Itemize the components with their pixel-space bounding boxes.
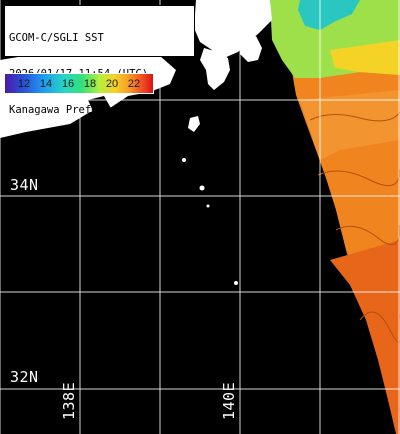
land-boso xyxy=(238,36,262,62)
land-izu-peninsula xyxy=(200,48,230,90)
header-credit: supplied by JAXA xyxy=(9,140,111,152)
header-product: GCOM-C/SGLI SST xyxy=(9,32,104,44)
land-island-oshima xyxy=(188,116,200,132)
sst-contour-line xyxy=(359,311,400,343)
land-island-small xyxy=(182,158,186,162)
land-kii-notch xyxy=(88,96,112,118)
land-honshu xyxy=(194,0,272,62)
colorbar-tick: 16 xyxy=(61,77,75,90)
land-island-small xyxy=(199,185,205,191)
header-region: Kanagawa Prefecture xyxy=(9,104,130,116)
sst-contour-line xyxy=(309,111,400,122)
sst-contour-line xyxy=(317,169,400,187)
sst-contour-line xyxy=(335,225,400,246)
lon-label-140e: 140E xyxy=(220,381,238,420)
sst-colorbar: 12 14 16 18 20 22 xyxy=(4,73,154,94)
sst-warm-band-2 xyxy=(300,90,400,160)
colorbar-tick: 12 xyxy=(17,77,31,90)
colorbar-tick: 18 xyxy=(83,77,97,90)
lon-label-138e: 138E xyxy=(60,381,78,420)
lat-label-34n: 34N xyxy=(10,176,39,194)
colorbar-tick: 20 xyxy=(105,77,119,90)
colorbar-tick: 22 xyxy=(127,77,141,90)
land-island-small xyxy=(234,281,238,285)
header-info-box: GCOM-C/SGLI SST 2026/01/17 11:54 (UTC) K… xyxy=(4,5,195,152)
sst-coastal-teal xyxy=(298,0,360,30)
colorbar-tick: 14 xyxy=(39,77,53,90)
lat-label-32n: 32N xyxy=(10,368,39,386)
sst-warmer-band xyxy=(330,240,400,434)
land-island-small xyxy=(206,204,210,208)
sst-coastal-yellow xyxy=(330,40,400,75)
